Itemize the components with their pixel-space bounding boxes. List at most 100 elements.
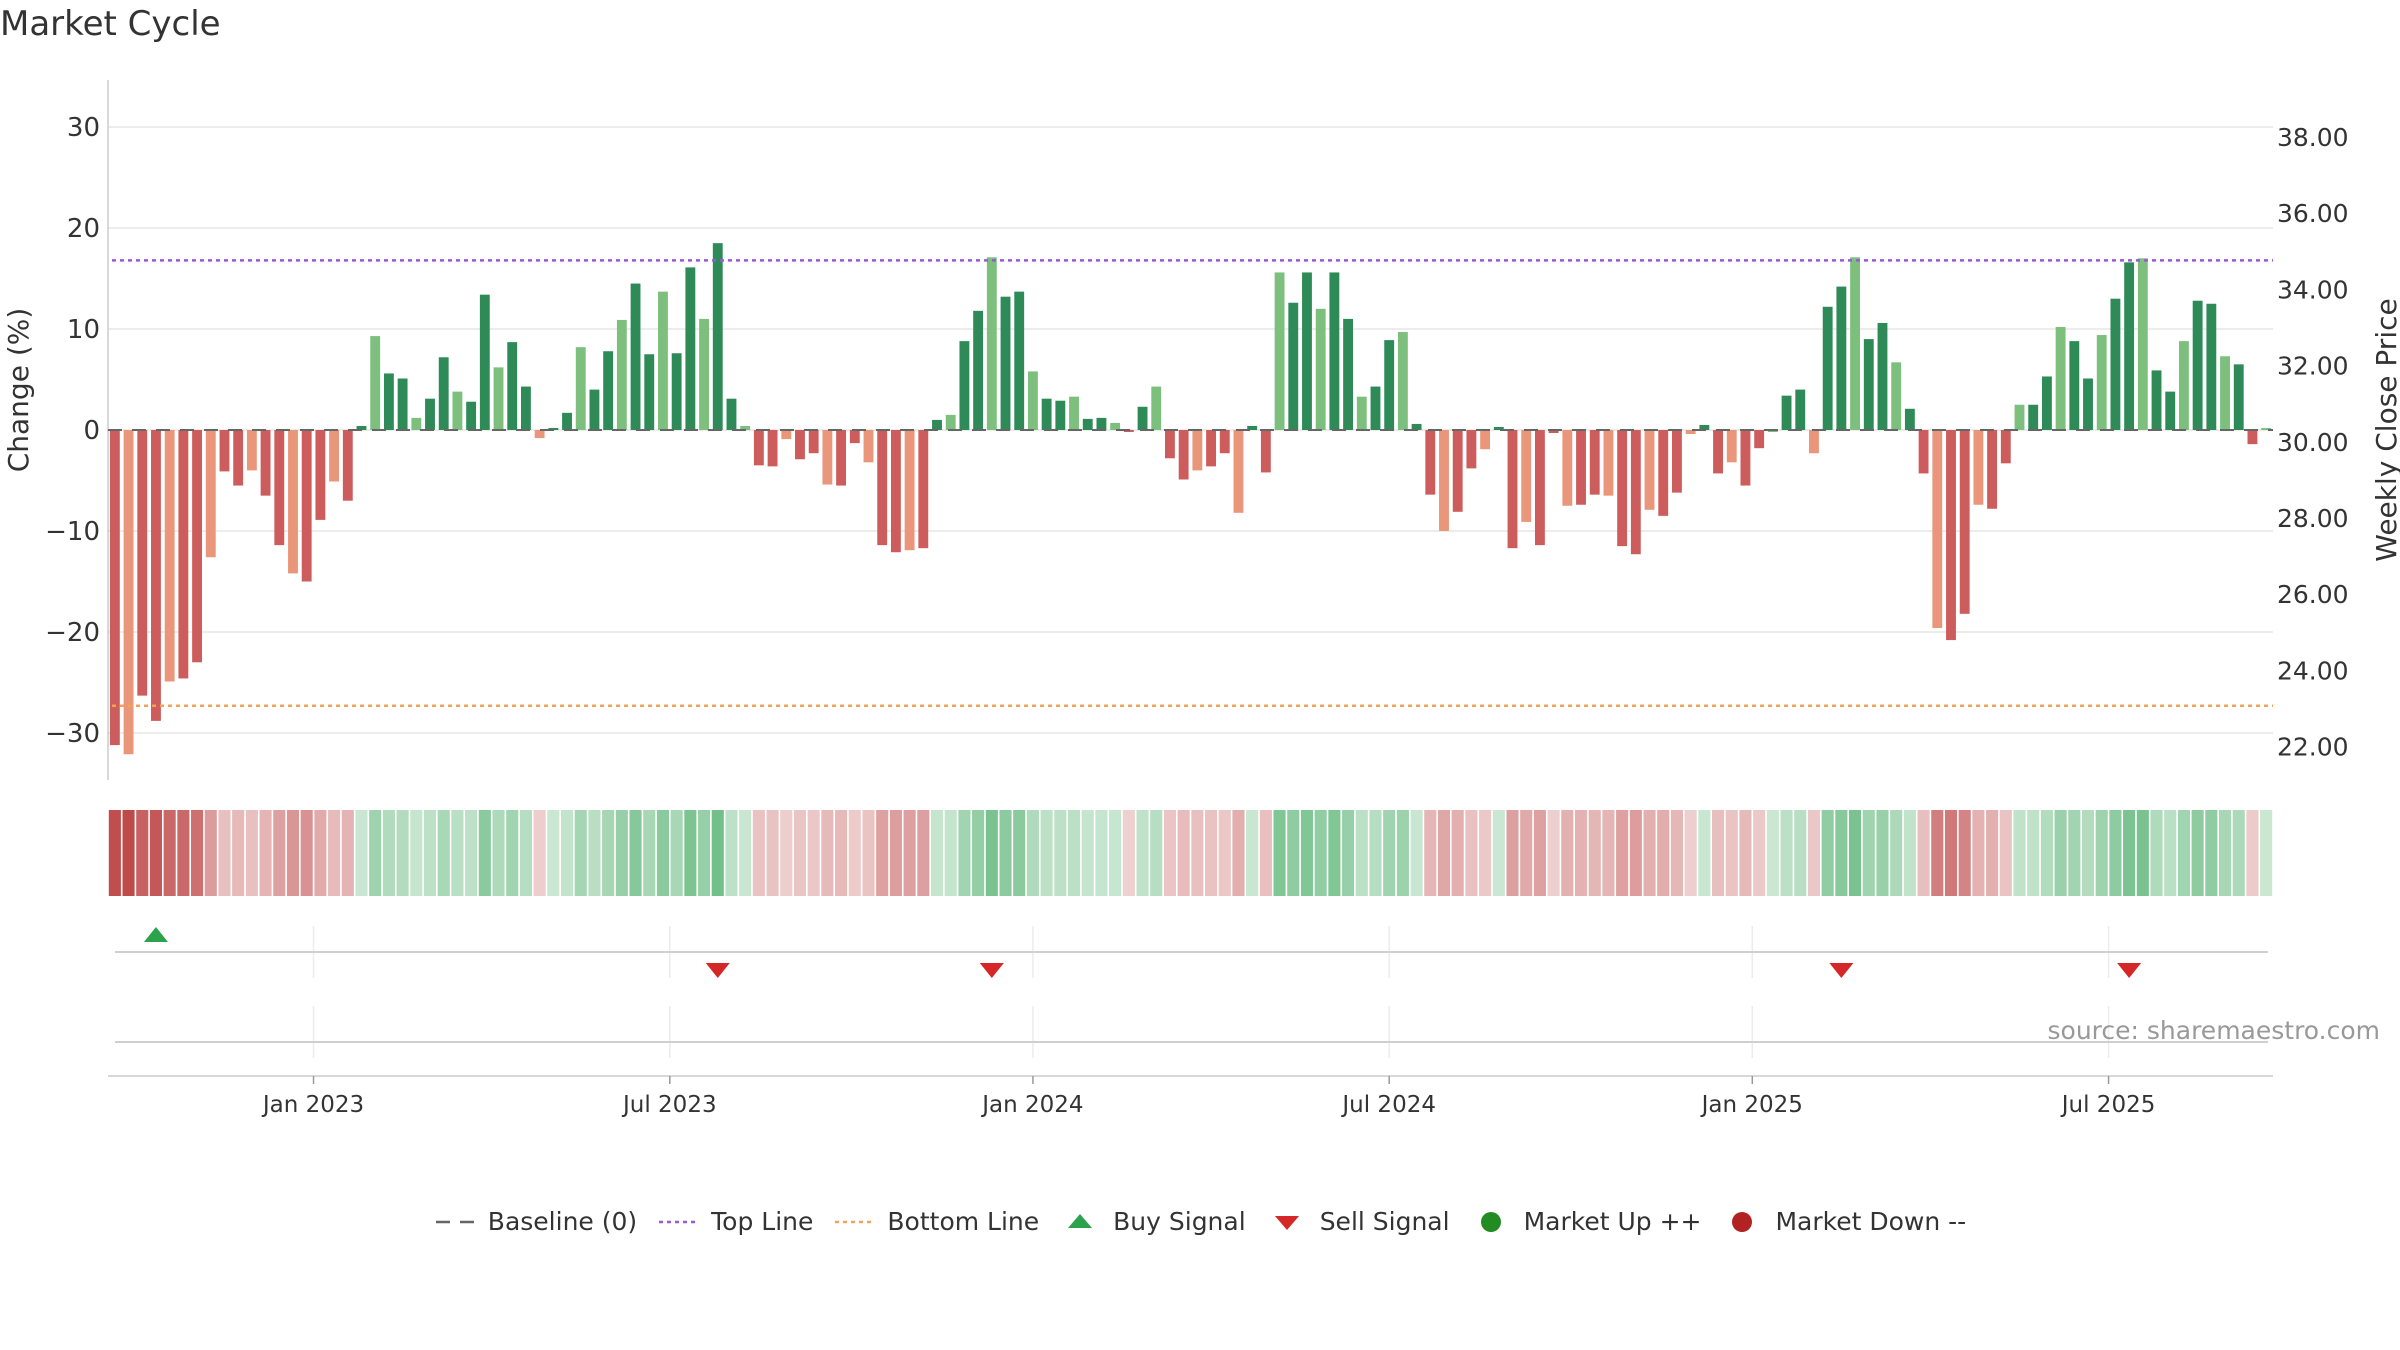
- heat-cell: [999, 810, 1012, 896]
- change-bar: [342, 430, 353, 501]
- change-bar: [699, 318, 709, 430]
- change-bar: [1781, 395, 1792, 430]
- heat-cell: [1876, 810, 1889, 896]
- buy-signal-marker: [143, 927, 168, 942]
- heat-cell: [684, 810, 697, 896]
- y-axis-label: Change (%): [2, 308, 35, 473]
- heat-cell: [396, 810, 409, 896]
- heat-cell: [2123, 810, 2136, 896]
- dash-line-icon: [435, 1220, 474, 1223]
- change-bar: [1891, 362, 1902, 430]
- heat-cell: [1890, 810, 1903, 896]
- heat-cell: [369, 810, 382, 896]
- heat-cell: [245, 810, 258, 896]
- heat-cell: [259, 810, 272, 896]
- legend-item: Market Down --: [1721, 1207, 1966, 1236]
- change-bar: [1384, 340, 1395, 430]
- legend-label: Bottom Line: [887, 1207, 1040, 1236]
- heat-cell: [1465, 810, 1478, 896]
- heat-cell: [328, 810, 341, 896]
- change-bar: [356, 425, 367, 430]
- change-bar: [644, 354, 655, 430]
- heat-cell: [1328, 810, 1341, 896]
- heat-cell: [574, 810, 587, 896]
- heat-cell: [1355, 810, 1368, 896]
- heat-cell: [1205, 810, 1218, 896]
- heat-cell: [889, 810, 902, 896]
- heat-cell: [465, 810, 478, 896]
- heat-cell: [122, 810, 135, 896]
- heat-cell: [2068, 810, 2081, 896]
- x-tick-label: Jan 2024: [980, 1092, 1083, 1118]
- heat-cell: [1657, 810, 1670, 896]
- heat-cell: [1903, 810, 1916, 896]
- change-bar: [1850, 257, 1861, 430]
- heat-cell: [2218, 810, 2232, 896]
- x-tick-label: Jan 2023: [261, 1092, 364, 1118]
- heat-cell: [711, 810, 724, 896]
- change-bar: [1110, 422, 1121, 430]
- change-bar: [1576, 430, 1586, 505]
- change-bar: [1356, 396, 1367, 430]
- change-bar: [137, 430, 148, 696]
- heat-strip: [108, 810, 2273, 896]
- change-bar: [1507, 430, 1518, 549]
- legend-label: Sell Signal: [1319, 1207, 1450, 1236]
- change-bar: [370, 336, 381, 430]
- heat-cell: [410, 810, 423, 896]
- change-bar: [1713, 430, 1723, 474]
- heat-cell: [2246, 810, 2259, 896]
- y2-tick-label: 36.00: [2277, 199, 2349, 228]
- change-bar: [1041, 398, 1052, 430]
- heat-cell: [903, 810, 916, 896]
- y2-tick-label: 28.00: [2277, 504, 2349, 533]
- heat-cell: [2164, 810, 2177, 896]
- y2-tick-label: 30.00: [2277, 428, 2349, 457]
- change-bar: [1795, 389, 1806, 430]
- heat-cell: [2109, 810, 2122, 896]
- change-bar: [890, 430, 901, 553]
- change-bar: [1027, 371, 1038, 430]
- change-bar: [301, 430, 312, 582]
- change-bar: [795, 430, 805, 460]
- heat-cell: [1369, 810, 1382, 896]
- change-bar: [904, 430, 915, 551]
- heat-cell: [1547, 810, 1560, 896]
- source-credit: source: sharemaestro.com: [2047, 1016, 2381, 1045]
- heat-cell: [1177, 810, 1190, 896]
- change-bar: [959, 341, 970, 430]
- y-tick-label: −30: [45, 719, 100, 749]
- change-bar: [246, 430, 257, 471]
- heat-cell: [1684, 810, 1697, 896]
- change-bar: [822, 430, 833, 485]
- heat-cell: [1972, 810, 1985, 896]
- axes: 30 20 10 0 −10 −20 −30 38.00 36.00 34.00 32.00 30.0…: [45, 80, 2349, 780]
- change-bar: [123, 430, 134, 755]
- heat-cell: [2081, 810, 2095, 896]
- heat-cell: [1040, 810, 1053, 896]
- change-bar: [671, 353, 682, 430]
- change-bar: [2165, 391, 2176, 430]
- heat-cell: [862, 810, 875, 896]
- heat-cell: [506, 810, 519, 896]
- heat-cell: [1081, 810, 1094, 896]
- y-tick-label: 20: [67, 214, 100, 244]
- x-tick-label: Jul 2024: [1340, 1092, 1436, 1118]
- change-bar: [1603, 430, 1614, 496]
- heat-cell: [725, 810, 738, 896]
- heat-cell: [739, 810, 752, 896]
- change-bar: [2055, 326, 2066, 430]
- change-bar: [1343, 318, 1354, 430]
- y2-tick-label: 32.00: [2277, 352, 2349, 381]
- heat-cell: [1026, 810, 1039, 896]
- change-bar: [2192, 300, 2203, 430]
- heat-cell: [602, 810, 615, 896]
- heat-cell: [547, 810, 560, 896]
- change-bar: [918, 430, 929, 549]
- heat-cell: [876, 810, 889, 896]
- heat-cell: [1794, 810, 1807, 896]
- heat-cell: [1958, 810, 1971, 896]
- change-bar: [1260, 430, 1271, 473]
- change-bar: [1959, 430, 1970, 614]
- heat-cell: [1711, 810, 1725, 896]
